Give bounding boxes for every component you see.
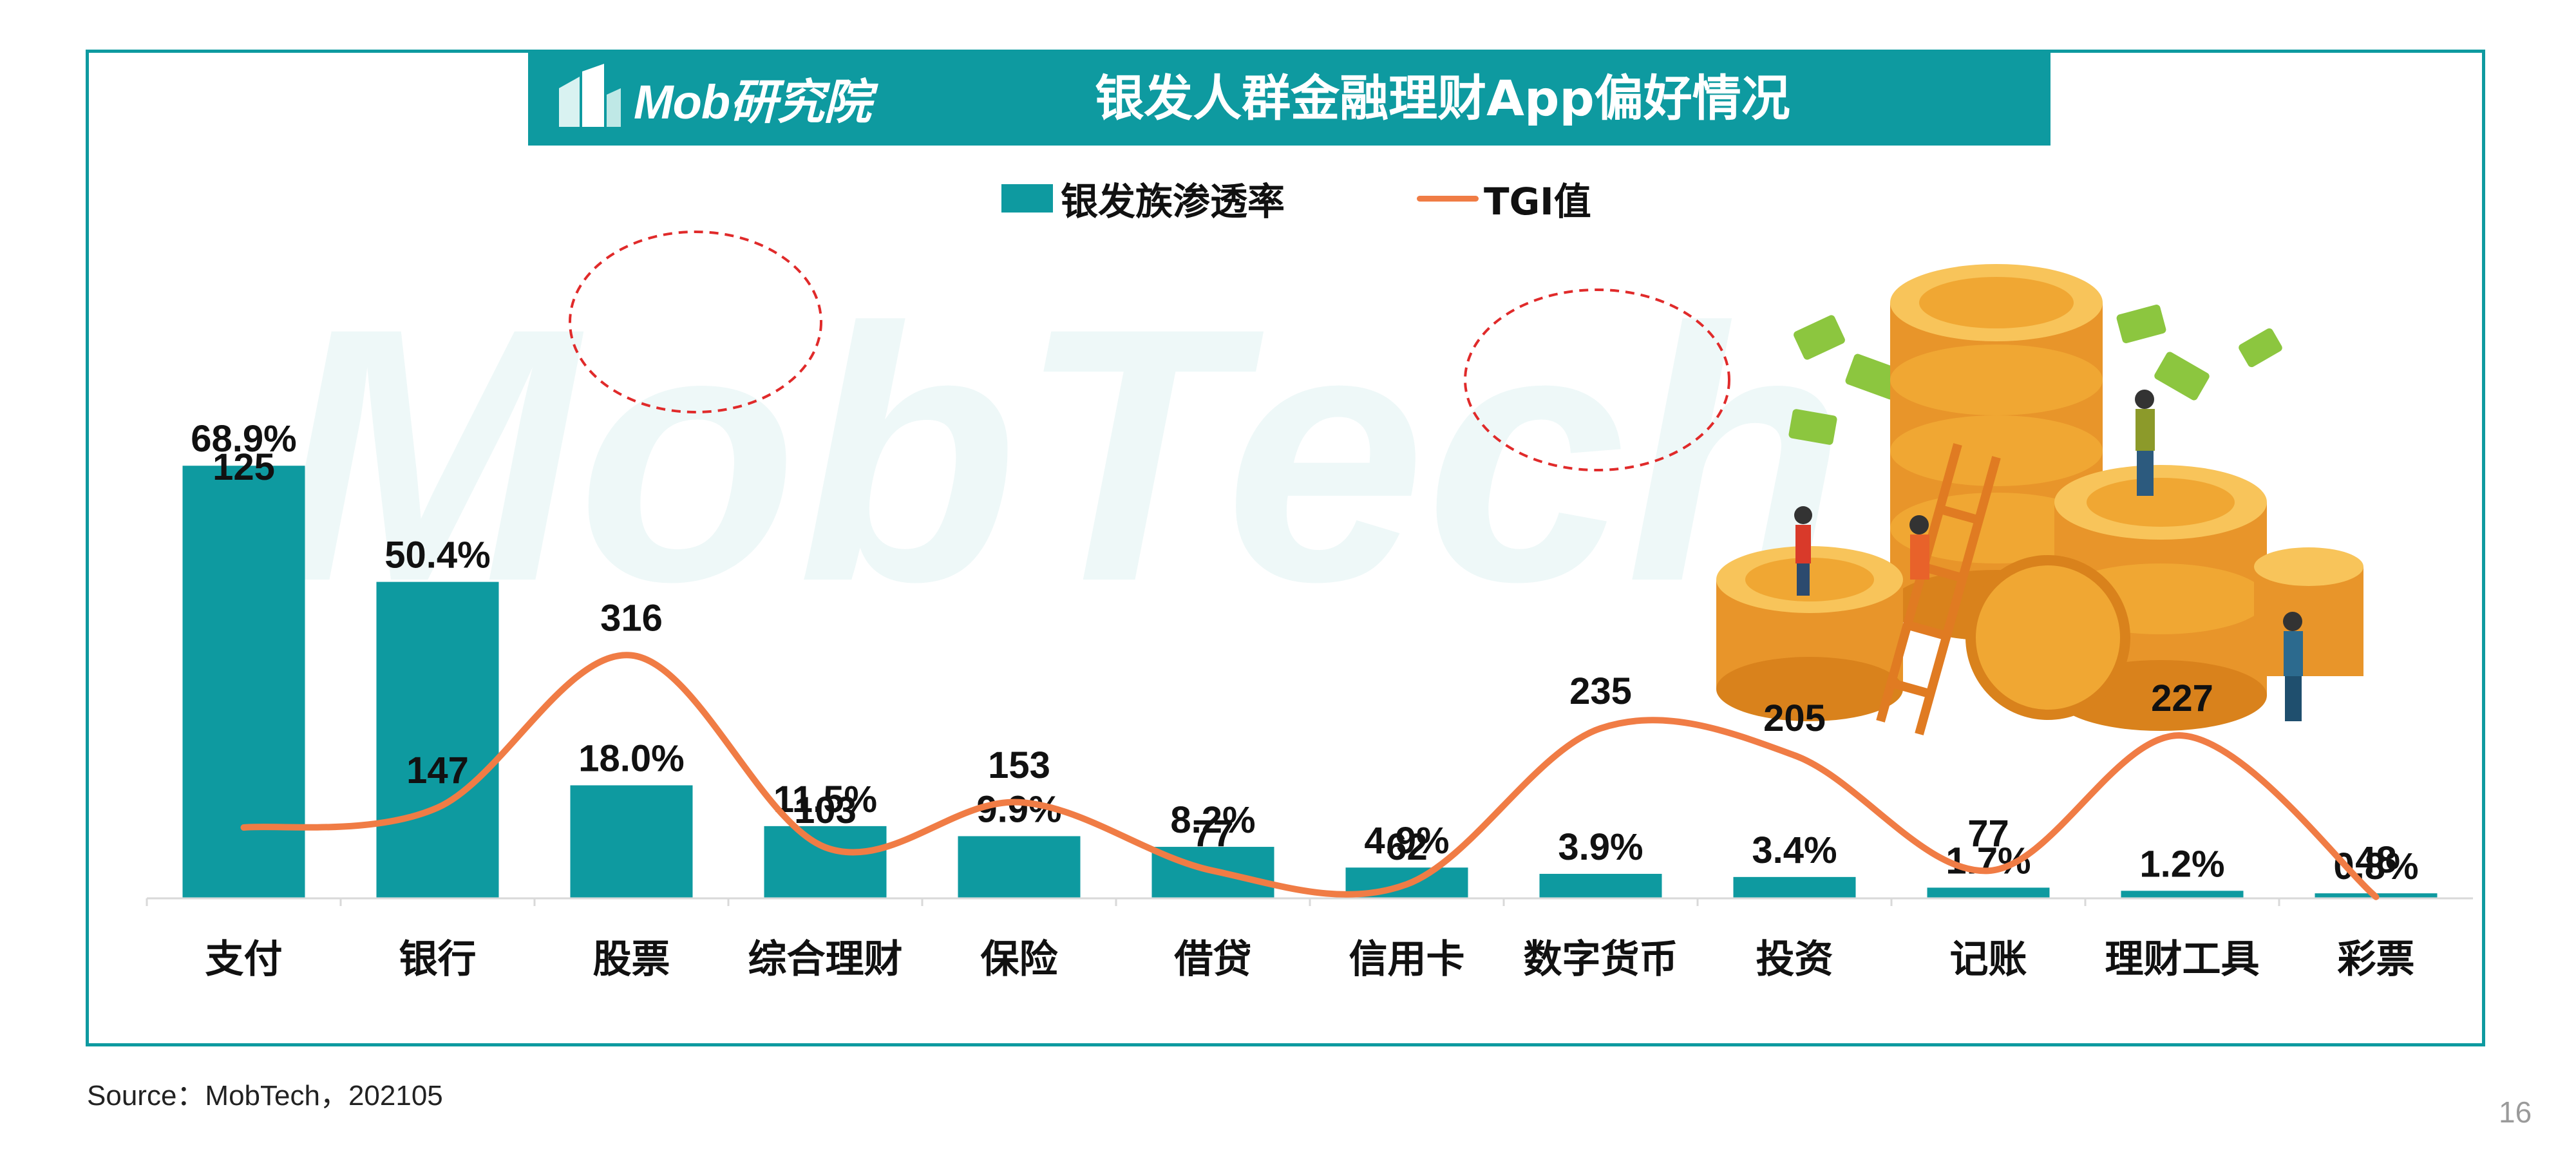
- bar-value-label: 4.9%: [1364, 820, 1449, 862]
- tgi-value-label: 125: [213, 446, 275, 488]
- category-label: 综合理财: [748, 937, 903, 982]
- watermark-text: MobTech: [277, 253, 1846, 656]
- tgi-value-label: 153: [988, 744, 1050, 786]
- logo-building-icon: [559, 64, 621, 127]
- legend-bar-label: 银发族渗透率: [1061, 180, 1285, 223]
- tgi-value-label: 48: [2355, 839, 2397, 881]
- source-note: Source：MobTech，202105: [87, 1080, 443, 1111]
- bar: [1539, 873, 1662, 898]
- category-label: 理财工具: [2105, 937, 2260, 982]
- tgi-value-label: 77: [1192, 813, 1234, 855]
- bar-value-label: 1.2%: [2139, 843, 2224, 885]
- category-labels: 支付 银行 股票 综合理财 保险 借贷 信用卡 数字货币 投资 记账 理财工具 彩票: [205, 937, 2415, 982]
- bar-value-label: 3.4%: [1752, 829, 1837, 871]
- bar: [2121, 891, 2244, 898]
- bar-value-label: 18.0%: [578, 738, 684, 780]
- legend-line-swatch: [1417, 195, 1479, 202]
- tgi-value-label: 62: [1386, 826, 1428, 868]
- category-label: 彩票: [2338, 937, 2415, 982]
- category-label: 投资: [1756, 937, 1833, 982]
- category-label: 借贷: [1174, 937, 1252, 982]
- tgi-value-label: 205: [1763, 697, 1826, 739]
- category-label: 支付: [205, 937, 283, 982]
- bar: [764, 826, 887, 898]
- coins-illustration: [1716, 264, 2363, 735]
- legend-item-line: TGI值: [1417, 173, 1591, 224]
- bar: [182, 466, 305, 898]
- legend-bar-swatch: [1001, 184, 1053, 213]
- category-label: 记账: [1950, 937, 2027, 982]
- money-bills-icon: [1788, 305, 2282, 445]
- legend-item-bar: 银发族渗透率: [1001, 173, 1285, 224]
- bar: [376, 582, 499, 898]
- bar-value-label: 68.9%: [191, 418, 296, 460]
- bar-value-label: 3.9%: [1558, 826, 1643, 868]
- ladder-icon: [1876, 443, 2001, 735]
- x-axis: [146, 897, 2473, 906]
- tgi-value-label: 235: [1569, 670, 1632, 712]
- tgi-value-label: 147: [406, 750, 469, 791]
- legend-line-label: TGI值: [1484, 180, 1591, 223]
- chart-frame: [86, 50, 2485, 1046]
- bar-value-label: 11.5%: [773, 779, 877, 820]
- tgi-value-label: 77: [1967, 813, 2009, 855]
- bar-value-label: 50.4%: [384, 534, 490, 576]
- page-title: 银发人群金融理财App偏好情况: [1095, 70, 1790, 127]
- category-label: 银行: [399, 937, 477, 982]
- bar: [570, 785, 693, 898]
- page-number: 16: [2499, 1095, 2532, 1129]
- person-figures: [1794, 390, 2303, 721]
- tgi-line: [240, 652, 2380, 900]
- tgi-value-labels: 125 147 316 103 153 77 62 235 205 77 227 48: [213, 446, 2397, 881]
- category-label: 股票: [593, 937, 670, 982]
- bar-value-labels: 68.9%50.4%18.0%11.5% 9.9% 8.2% 4.9% 3.9% 3.4%…: [191, 418, 2418, 887]
- tgi-value-label: 103: [794, 790, 857, 831]
- tgi-value-label: 227: [2151, 677, 2213, 719]
- bar-value-label: 8.2%: [1170, 799, 1255, 841]
- big-coin-icon: [1965, 555, 2130, 720]
- bar: [958, 836, 1081, 898]
- title-bar: [528, 52, 2050, 146]
- coin-stack-left: [1716, 546, 1903, 721]
- category-label: 保险: [981, 937, 1059, 982]
- category-label: 数字货币: [1524, 937, 1678, 982]
- bar: [1733, 876, 1856, 898]
- tgi-value-label: 316: [600, 598, 663, 639]
- logo-text: Mob研究院: [634, 75, 871, 129]
- highlight-circle-crypto: [1464, 288, 1730, 471]
- logo: Mob研究院: [554, 59, 889, 137]
- highlight-circle-stock: [569, 231, 822, 413]
- category-label: 信用卡: [1349, 937, 1465, 982]
- bar: [1927, 887, 2050, 898]
